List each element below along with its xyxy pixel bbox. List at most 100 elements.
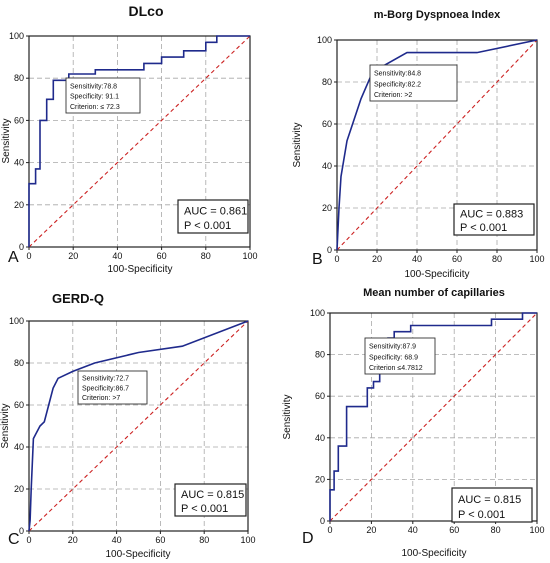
panel-b: 00 20 20 40 40 60 60 80 80 100 100 m-Borg Dyspnoea … — [292, 9, 545, 280]
chart-title: DLco — [129, 3, 164, 19]
reference-diagonal — [28, 320, 249, 532]
y-tick-label: 0 — [19, 242, 24, 252]
x-tick-label: 100 — [242, 251, 257, 261]
chart-title: m-Borg Dyspnoea Index — [374, 9, 501, 21]
y-tick-label: 40 — [315, 433, 325, 443]
auc-box — [174, 483, 247, 517]
plot-frame — [336, 39, 538, 251]
cutoff-annotation-line: Specificity: 91.1 — [70, 94, 119, 101]
y-tick-label: 20 — [315, 474, 325, 484]
y-tick-label: 60 — [322, 119, 332, 129]
y-axis-label: Sensitivity — [292, 122, 303, 167]
auc-value: AUC = 0.861 — [184, 206, 247, 218]
p-value: P < 0.001 — [181, 503, 228, 515]
x-tick-label: 60 — [452, 254, 462, 264]
y-tick-label: 0 — [19, 526, 24, 536]
x-tick-label: 40 — [412, 254, 422, 264]
cutoff-annotation-line: Criterion ≤4.7812 — [369, 365, 423, 372]
chart-title: GERD-Q — [52, 291, 104, 306]
y-axis-label: Sensitivity — [282, 394, 293, 439]
panel-d: 00 20 20 40 40 60 60 80 80 100 100 Mean number of c… — [282, 287, 545, 559]
auc-value: AUC = 0.815 — [458, 494, 521, 506]
x-tick-label: 40 — [408, 525, 418, 535]
auc-value: AUC = 0.883 — [460, 209, 523, 221]
x-axis-label: 100-Specificity — [107, 264, 172, 275]
y-tick-label: 100 — [317, 35, 332, 45]
panel-c: 00 20 20 40 40 60 60 80 80 100 100 GERD-Q 100-Specif… — [0, 291, 256, 560]
y-axis-label: Sensitivity — [1, 118, 12, 163]
y-tick-label: 80 — [315, 350, 325, 360]
p-value: P < 0.001 — [184, 220, 231, 232]
cutoff-annotation-box — [65, 77, 141, 114]
x-axis-label: 100-Specificity — [404, 269, 469, 280]
y-tick-label: 100 — [310, 308, 325, 318]
y-tick-label: 0 — [320, 516, 325, 526]
x-axis-label: 100-Specificity — [401, 548, 466, 559]
y-tick-label: 20 — [322, 203, 332, 213]
auc-box — [453, 203, 535, 236]
x-tick-label: 80 — [491, 525, 501, 535]
y-tick-label: 20 — [14, 484, 24, 494]
x-tick-label: 0 — [26, 251, 31, 261]
panel-a: 00 20 20 40 40 60 60 80 80 100 100 DLco 100-Specific… — [1, 3, 258, 275]
cutoff-annotation-box — [369, 64, 458, 102]
x-axis-label: 100-Specificity — [105, 549, 170, 560]
panel-letter: C — [8, 531, 20, 548]
x-tick-label: 60 — [157, 251, 167, 261]
y-tick-label: 60 — [315, 391, 325, 401]
x-tick-label: 80 — [492, 254, 502, 264]
cutoff-annotation-box — [364, 337, 436, 375]
cutoff-annotation-line: Criterion: >2 — [374, 92, 412, 99]
x-tick-label: 20 — [366, 525, 376, 535]
cutoff-annotation-line: Sensitivity:78.8 — [70, 83, 117, 90]
x-tick-label: 60 — [155, 535, 165, 545]
cutoff-annotation-line: Sensitivity:72.7 — [82, 376, 129, 383]
x-tick-label: 80 — [201, 251, 211, 261]
panel-letter: D — [302, 530, 314, 547]
p-value: P < 0.001 — [460, 222, 507, 234]
x-tick-label: 100 — [240, 535, 255, 545]
cutoff-annotation-line: Criterion: >7 — [82, 395, 120, 402]
reference-diagonal — [336, 39, 538, 251]
x-tick-label: 0 — [327, 525, 332, 535]
y-tick-label: 40 — [322, 161, 332, 171]
x-tick-label: 60 — [449, 525, 459, 535]
cutoff-annotation-line: Specificity:82.2 — [374, 81, 421, 88]
plot-frame — [28, 35, 251, 248]
cutoff-annotation-line: Sensitivity:84.8 — [374, 71, 421, 78]
x-tick-label: 80 — [199, 535, 209, 545]
cutoff-annotation-box — [77, 370, 148, 405]
y-tick-label: 0 — [327, 245, 332, 255]
plot-frame — [28, 320, 249, 532]
x-tick-label: 0 — [26, 535, 31, 545]
chart-title: Mean number of capillaries — [363, 287, 505, 299]
x-tick-label: 40 — [112, 535, 122, 545]
auc-value: AUC = 0.815 — [181, 489, 244, 501]
y-tick-label: 20 — [14, 200, 24, 210]
reference-diagonal — [28, 35, 251, 248]
y-tick-label: 80 — [322, 77, 332, 87]
y-tick-label: 80 — [14, 358, 24, 368]
p-value: P < 0.001 — [458, 509, 505, 521]
auc-box — [451, 487, 533, 523]
panel-letter: A — [8, 249, 19, 266]
panel-letter: B — [312, 251, 323, 268]
y-axis-label: Sensitivity — [0, 403, 11, 448]
roc-curve — [28, 320, 249, 532]
x-tick-label: 100 — [529, 254, 544, 264]
cutoff-annotation-line: Sensitivity:87.9 — [369, 344, 416, 351]
y-tick-label: 100 — [9, 316, 24, 326]
plot-frame — [329, 312, 538, 522]
y-tick-label: 100 — [9, 31, 24, 41]
x-tick-label: 100 — [529, 525, 544, 535]
y-tick-label: 80 — [14, 73, 24, 83]
x-tick-label: 0 — [334, 254, 339, 264]
cutoff-annotation-line: Criterion: ≤ 72.3 — [70, 104, 120, 111]
cutoff-annotation-line: Specificity:86.7 — [82, 385, 129, 392]
auc-box — [177, 199, 249, 234]
y-tick-label: 60 — [14, 400, 24, 410]
y-tick-label: 40 — [14, 158, 24, 168]
x-tick-label: 40 — [112, 251, 122, 261]
y-tick-label: 60 — [14, 115, 24, 125]
